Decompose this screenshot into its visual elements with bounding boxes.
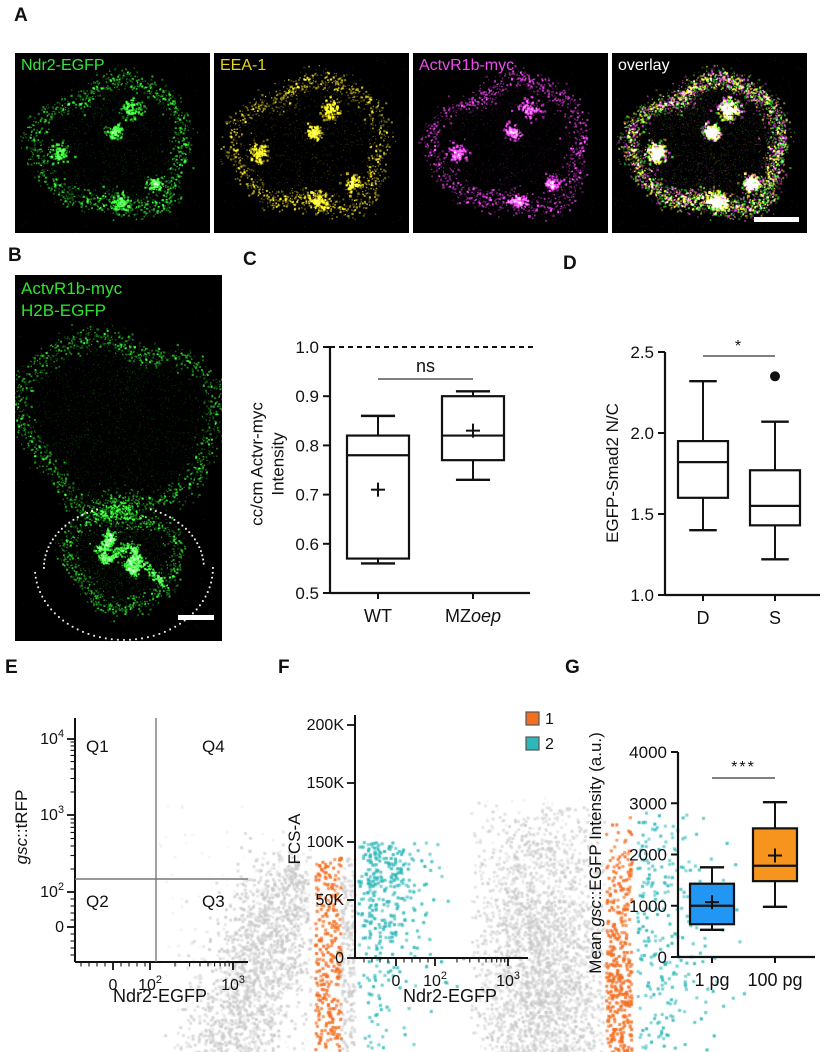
micrograph-overlay-image — [612, 53, 807, 233]
micrograph-actvr1b-myc-image — [413, 53, 608, 233]
quadrant-label-q2: Q2 — [86, 892, 109, 911]
y-axis-label: gsc::tRFP — [12, 790, 31, 865]
y-tick-label: 1.0 — [630, 586, 654, 605]
y-tick-label: 1.5 — [630, 505, 654, 524]
y-tick-label: 104 — [40, 728, 64, 748]
x-category-label: D — [697, 608, 710, 628]
flow-scatter-gsc-trfp: 0 102 103 0 102 103 104 Q1 Q2 Q3 Q4 Ndr2-EGFP gsc::t… — [0, 655, 560, 1052]
y-axis-label: EGFP-Smad2 N/C — [603, 403, 622, 543]
panel-g-letter: G — [565, 657, 580, 678]
y-tick-label: 2000 — [629, 846, 667, 865]
panel-b-letter: B — [8, 245, 22, 266]
y-tick-label: 200K — [307, 717, 345, 734]
micrograph-eea1-image — [214, 53, 409, 233]
micrograph-channel-label: ActvR1b-myc — [419, 57, 515, 74]
y-axis-label: FCS-A — [285, 813, 304, 865]
x-category-label: MZoep — [445, 606, 501, 626]
y-axis-label: Mean gsc::EGFP Intensity (a.u.) — [586, 732, 605, 974]
y-tick-label: 4000 — [629, 743, 667, 762]
flow-scatter-fcs: 0 102 103 0 50K 100K 150K 200K 1 2 Ndr2-EGFP FCS-A — [270, 655, 825, 1052]
legend-label: 1 — [545, 711, 554, 728]
x-category-label: 100 pg — [747, 970, 802, 990]
y-tick-label: 0.8 — [295, 436, 319, 455]
x-tick-label: 103 — [496, 970, 520, 990]
quadrant-label-q1: Q1 — [86, 737, 109, 756]
micrograph-eea1: EEA-1 — [214, 53, 409, 233]
x-category-label: WT — [364, 606, 392, 626]
y-tick-label: 103 — [40, 804, 64, 824]
x-tick-label: 0 — [109, 977, 118, 994]
x-tick-label: 102 — [138, 974, 162, 994]
micrograph-channel-label: EEA-1 — [220, 57, 267, 74]
boxplot-egfp-smad2: 2.5 2.0 1.5 1.0 D S * EGFP-Smad2 N/C — [603, 338, 820, 628]
y-tick-label: 50K — [316, 892, 345, 909]
y-tick-label: 1.0 — [295, 338, 319, 357]
y-tick-label: 0 — [335, 950, 344, 967]
y-tick-label: 0 — [55, 919, 64, 936]
x-category-label: 1 pg — [694, 970, 729, 990]
panel-c-letter: C — [243, 249, 257, 270]
micrograph-ndr2-egfp-image — [15, 53, 210, 233]
micrograph-actvr1b-h2b-image — [15, 275, 222, 641]
significance-label: *** — [731, 759, 756, 776]
y-tick-label: 150K — [307, 775, 345, 792]
micrograph-channel-label: H2B-EGFP — [21, 301, 107, 320]
significance-label: ns — [416, 356, 435, 376]
micrograph-ndr2-egfp: Ndr2-EGFP — [15, 53, 210, 233]
flow-scatter-points — [270, 655, 825, 1052]
flow-scatter-axes: 0 102 103 0 50K 100K 150K 200K 1 2 Ndr2-EGFP FCS-A — [285, 711, 554, 1006]
x-axis-label: Ndr2-EGFP — [113, 986, 207, 1006]
x-category-label: S — [769, 608, 781, 628]
legend-label: 2 — [545, 736, 554, 753]
micrograph-channel-label: Ndr2-EGFP — [21, 57, 105, 74]
panel-d-letter: D — [563, 253, 577, 274]
scale-bar — [754, 217, 799, 222]
y-tick-label: 0.5 — [295, 584, 319, 603]
y-tick-label: 2.0 — [630, 424, 654, 443]
y-tick-label: 100K — [307, 834, 345, 851]
y-tick-label: 102 — [40, 881, 64, 901]
y-tick-label: 3000 — [629, 794, 667, 813]
y-tick-label: 2.5 — [630, 343, 654, 362]
y-tick-label: 0 — [658, 948, 667, 967]
quadrant-label-q3: Q3 — [202, 892, 225, 911]
significance-label: * — [735, 338, 743, 355]
y-tick-label: 0.7 — [295, 486, 319, 505]
micrograph-channel-label: overlay — [618, 57, 670, 74]
y-axis-label: cc/cm Actvr-myc Intensity — [248, 402, 288, 526]
micrograph-actvr1b-myc: ActvR1b-myc — [413, 53, 608, 233]
panel-a-letter: A — [14, 5, 28, 26]
x-tick-label: 102 — [423, 970, 447, 990]
x-tick-label: 103 — [221, 974, 245, 994]
micrograph-overlay: overlay — [612, 53, 807, 233]
micrograph-actvr1b-h2b: ActvR1b-myc H2B-EGFP — [15, 275, 222, 641]
x-axis-label: Ndr2-EGFP — [403, 986, 497, 1006]
boxplot-actvr-myc-intensity: 1.0 0.9 0.8 0.7 0.6 0.5 WT MZoep ns cc/cm Actvr-m… — [248, 338, 535, 626]
panel-a-micrographs: Ndr2-EGFP EEA-1 ActvR1b-myc overlay — [15, 53, 807, 233]
quadrant-label-q4: Q4 — [202, 737, 225, 756]
y-tick-label: 0.9 — [295, 387, 319, 406]
micrograph-channel-label: ActvR1b-myc — [21, 279, 123, 298]
y-tick-label: 0.6 — [295, 535, 319, 554]
scale-bar — [178, 615, 214, 620]
y-tick-label: 1000 — [629, 897, 667, 916]
x-tick-label: 0 — [392, 973, 401, 990]
